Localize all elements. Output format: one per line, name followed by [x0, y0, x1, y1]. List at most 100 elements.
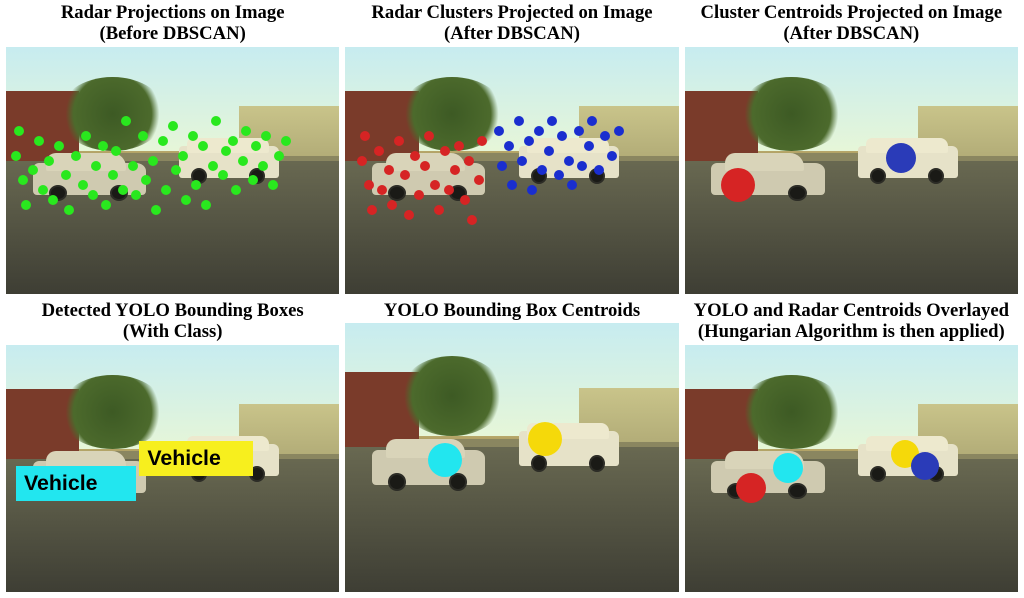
marker-dot	[131, 190, 141, 200]
marker-dot	[404, 210, 414, 220]
marker-dot	[274, 151, 284, 161]
marker-dot	[414, 190, 424, 200]
marker-dot	[360, 131, 370, 141]
scene	[6, 47, 339, 294]
marker-dot	[128, 161, 138, 171]
marker-dot	[78, 180, 88, 190]
marker-dot	[71, 151, 81, 161]
marker-dot	[364, 180, 374, 190]
marker-dot	[450, 165, 460, 175]
marker-dot	[428, 443, 462, 477]
marker-dot	[430, 180, 440, 190]
marker-dot	[464, 156, 474, 166]
marker-dot	[911, 452, 939, 480]
panel-overlay: YOLO and Radar Centroids Overlayed (Hung…	[685, 300, 1018, 592]
marker-dot	[394, 136, 404, 146]
marker-dot	[181, 195, 191, 205]
panel-title: Cluster Centroids Projected on Image (Af…	[701, 2, 1003, 45]
marker-dot	[460, 195, 470, 205]
figure-grid: Radar Projections on Image (Before DBSCA…	[0, 0, 1024, 598]
marker-dot	[208, 161, 218, 171]
marker-dot	[138, 131, 148, 141]
marker-dot	[44, 156, 54, 166]
marker-dot	[98, 141, 108, 151]
marker-dot	[614, 126, 624, 136]
marker-dot	[161, 185, 171, 195]
scene	[685, 47, 1018, 294]
panel-title: Detected YOLO Bounding Boxes (With Class…	[42, 300, 304, 343]
marker-dot	[537, 165, 547, 175]
marker-dot	[528, 422, 562, 456]
vehicle-sedan	[711, 461, 824, 493]
tree	[399, 77, 506, 151]
marker-dot	[28, 165, 38, 175]
marker-dot	[474, 175, 484, 185]
marker-dot	[564, 156, 574, 166]
marker-dot	[231, 185, 241, 195]
marker-dot	[11, 151, 21, 161]
marker-dot	[534, 126, 544, 136]
marker-dot	[151, 205, 161, 215]
marker-dot	[577, 161, 587, 171]
marker-dot	[410, 151, 420, 161]
marker-dot	[228, 136, 238, 146]
marker-dot	[18, 175, 28, 185]
marker-dot	[101, 200, 111, 210]
marker-dot	[584, 141, 594, 151]
marker-dot	[377, 185, 387, 195]
panel-yolo-boxes: Detected YOLO Bounding Boxes (With Class…	[6, 300, 339, 592]
panel-title: YOLO Bounding Box Centroids	[384, 300, 640, 321]
marker-dot	[158, 136, 168, 146]
marker-dot	[497, 161, 507, 171]
marker-dot	[434, 205, 444, 215]
tree	[738, 375, 845, 449]
panel-title: YOLO and Radar Centroids Overlayed (Hung…	[694, 300, 1009, 343]
marker-dot	[357, 156, 367, 166]
marker-dot	[527, 185, 537, 195]
marker-dot	[467, 215, 477, 225]
marker-dot	[721, 168, 755, 202]
marker-dot	[281, 136, 291, 146]
scene: VehicleVehicle	[6, 345, 339, 592]
marker-dot	[400, 170, 410, 180]
bbox-label: Vehicle	[139, 441, 252, 476]
scene	[685, 345, 1018, 592]
marker-dot	[547, 116, 557, 126]
marker-dot	[64, 205, 74, 215]
scene	[345, 47, 678, 294]
marker-dot	[34, 136, 44, 146]
marker-dot	[211, 116, 221, 126]
marker-dot	[54, 141, 64, 151]
bbox-label: Vehicle	[16, 466, 136, 501]
marker-dot	[168, 121, 178, 131]
marker-dot	[258, 161, 268, 171]
marker-dot	[574, 126, 584, 136]
tree	[399, 356, 506, 437]
marker-dot	[454, 141, 464, 151]
marker-dot	[607, 151, 617, 161]
scene	[345, 323, 678, 592]
tree	[738, 77, 845, 151]
tree	[59, 77, 166, 151]
marker-dot	[178, 151, 188, 161]
marker-dot	[507, 180, 517, 190]
panel-title: Radar Projections on Image (Before DBSCA…	[61, 2, 285, 45]
marker-dot	[587, 116, 597, 126]
marker-dot	[886, 143, 916, 173]
marker-dot	[567, 180, 577, 190]
marker-dot	[21, 200, 31, 210]
marker-dot	[251, 141, 261, 151]
marker-dot	[88, 190, 98, 200]
marker-dot	[111, 146, 121, 156]
marker-dot	[38, 185, 48, 195]
marker-dot	[261, 131, 271, 141]
marker-dot	[517, 156, 527, 166]
marker-dot	[218, 170, 228, 180]
marker-dot	[81, 131, 91, 141]
marker-dot	[91, 161, 101, 171]
marker-dot	[424, 131, 434, 141]
marker-dot	[61, 170, 71, 180]
marker-dot	[514, 116, 524, 126]
marker-dot	[148, 156, 158, 166]
marker-dot	[773, 453, 803, 483]
